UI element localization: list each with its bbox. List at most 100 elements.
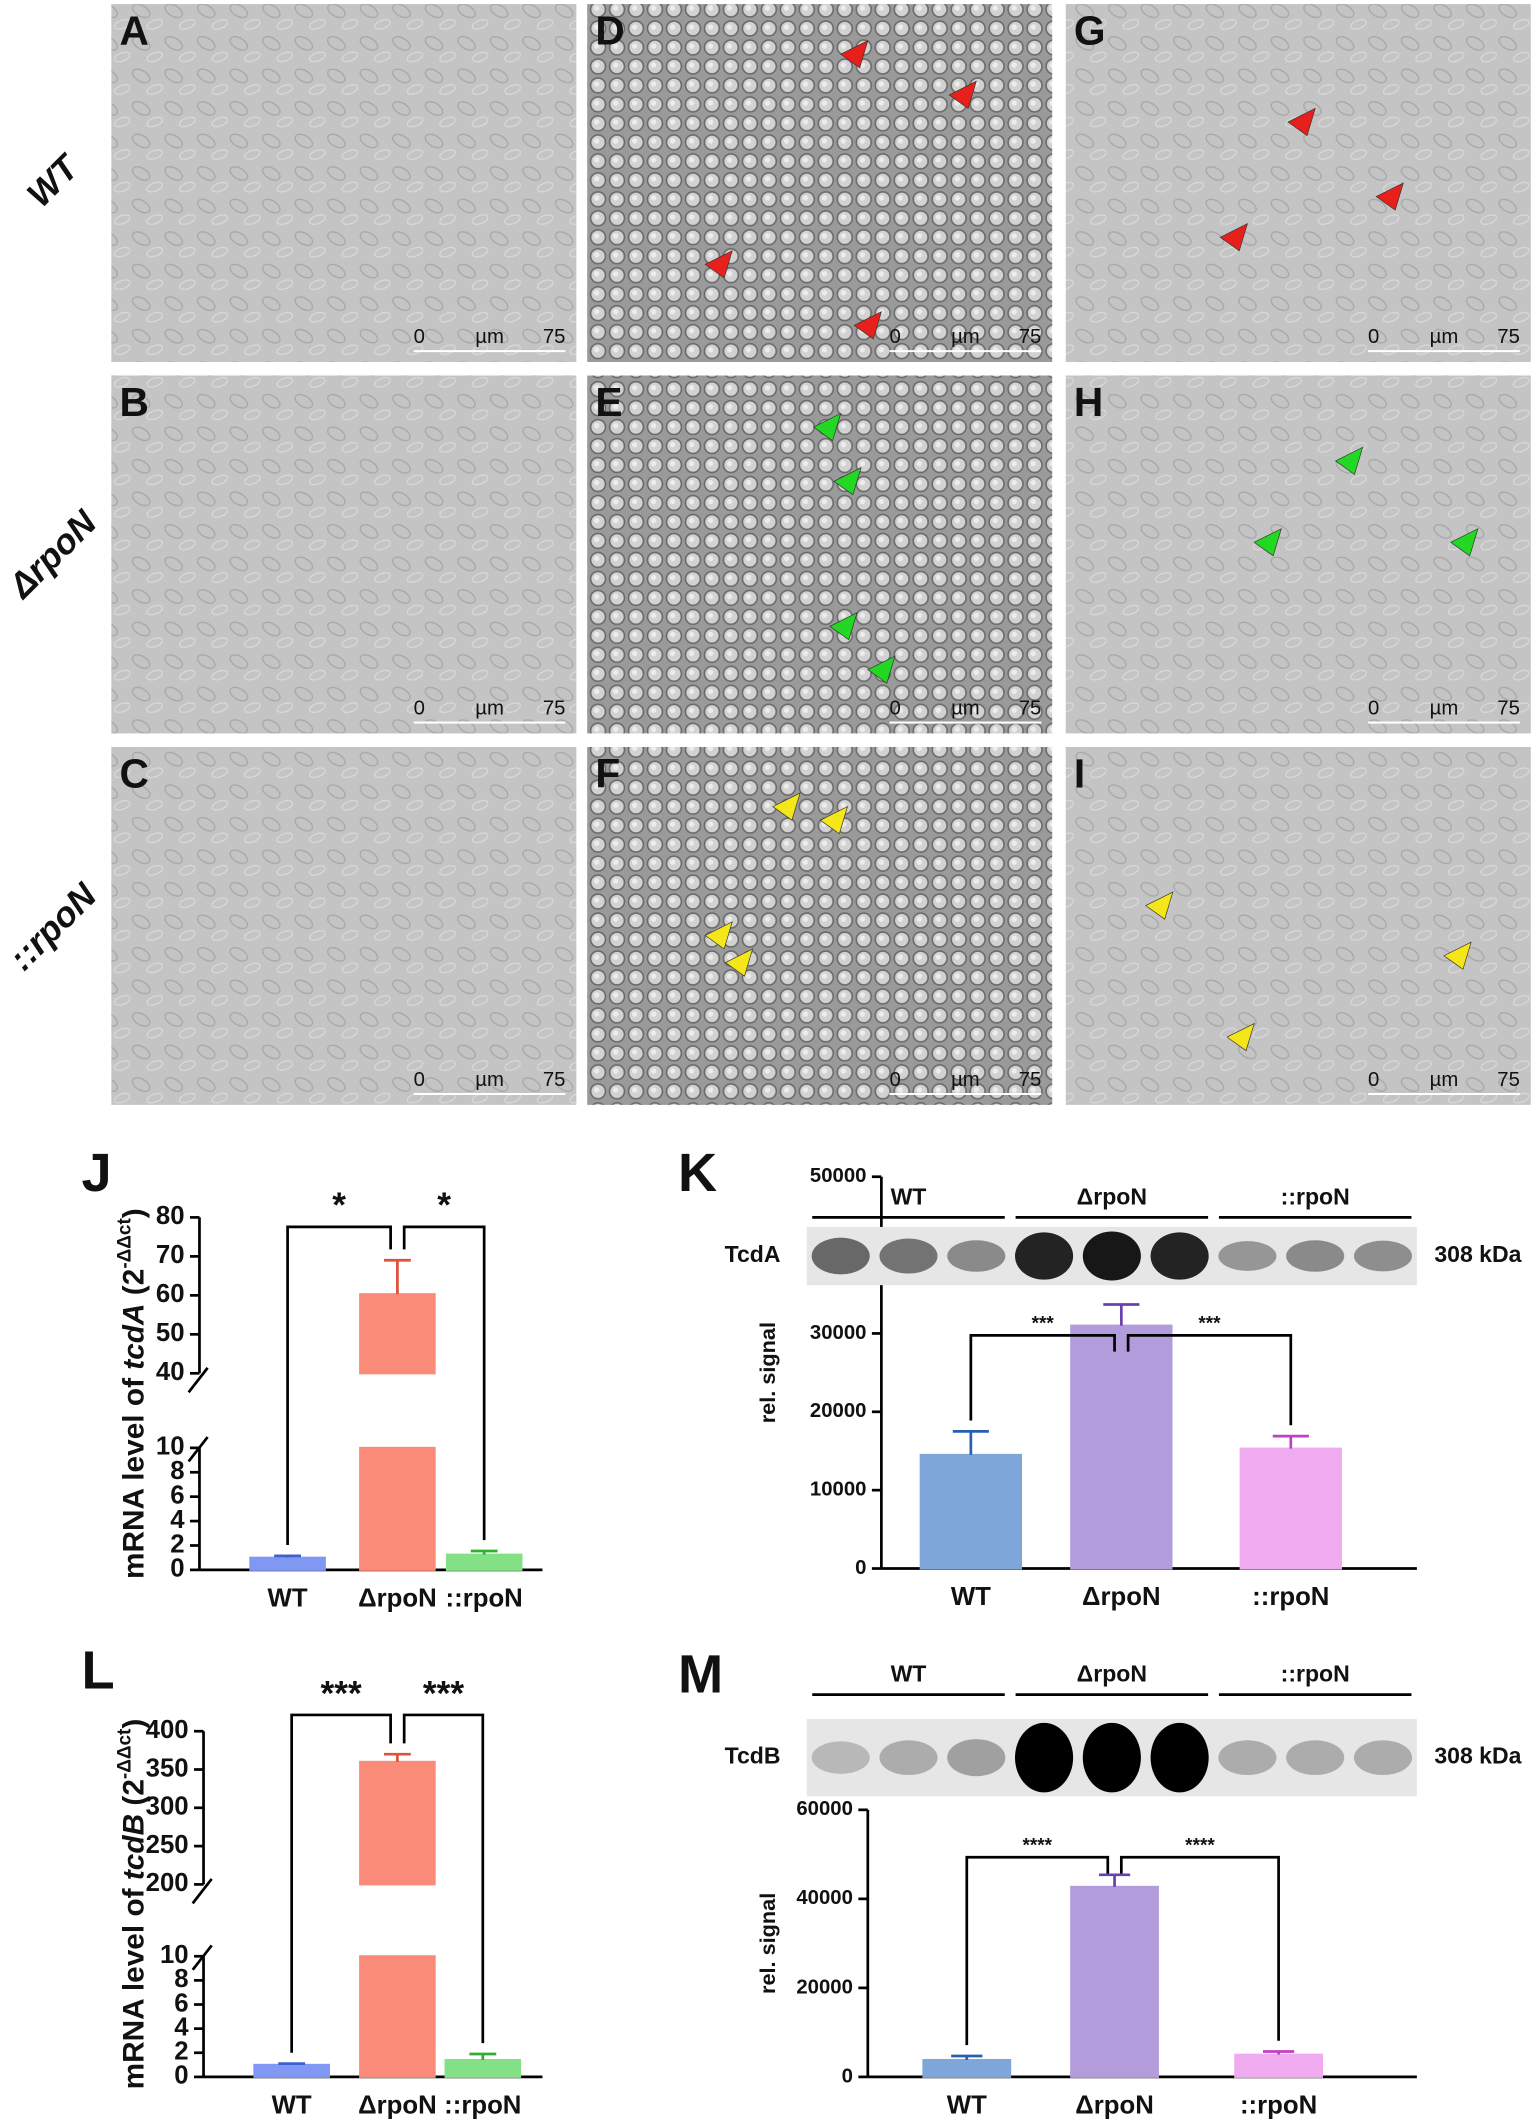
error-bar <box>274 1554 302 1558</box>
arrowhead <box>829 612 858 641</box>
significance-bracket <box>1126 1333 1293 1426</box>
bar <box>445 1553 523 1571</box>
blot-band <box>1082 1722 1141 1793</box>
arrowhead <box>724 948 754 977</box>
bar <box>253 2063 330 2078</box>
y-axis-label-part: -ΔΔct <box>114 1218 135 1269</box>
blot-band <box>1082 1231 1141 1281</box>
y-axis-label-part: ) <box>118 1719 151 1729</box>
panel-letter: D <box>595 8 624 54</box>
arrowhead <box>840 40 869 69</box>
row-label: WT <box>20 147 88 215</box>
error-bar <box>469 2052 497 2061</box>
blot-band <box>811 1237 870 1275</box>
arrowhead <box>1334 446 1364 476</box>
scale-bar-label: 75 <box>543 326 566 348</box>
x-tick-label: ΔrpoN <box>358 1585 437 1613</box>
x-tick-label: WT <box>951 1583 991 1611</box>
scale-bar-label: 75 <box>543 697 566 719</box>
blot-band <box>879 1740 938 1776</box>
scale-bar-label: 75 <box>1497 697 1520 719</box>
y-tick-label: 0 <box>174 2062 188 2090</box>
bar <box>249 1556 326 1571</box>
scale-bar-label: µm <box>1430 697 1459 719</box>
blot-band <box>1150 1232 1209 1280</box>
x-tick-label: ::rpoN <box>1240 2092 1317 2120</box>
scale-bar-label: 75 <box>1497 1069 1520 1091</box>
blot-protein: TcdA <box>725 1241 781 1267</box>
y-tick-label: 20000 <box>810 1400 867 1422</box>
scale-bar-label: 0 <box>1368 697 1379 719</box>
scale-bar-label: 0 <box>1368 326 1379 348</box>
scale-bar-label: µm <box>951 326 980 348</box>
error-bar <box>1262 2050 1295 2055</box>
y-axis-label-part: -ΔΔct <box>114 1728 135 1779</box>
significance-label: * <box>437 1186 451 1225</box>
x-tick-label: ::rpoN <box>444 2092 521 2120</box>
y-tick-label: 20000 <box>796 1976 853 1998</box>
significance-bracket <box>290 1713 392 2053</box>
row-label: ::rpoN <box>2 875 105 978</box>
error-bar <box>1103 1303 1140 1326</box>
y-tick-label: 250 <box>146 1831 189 1859</box>
significance-label: *** <box>423 1674 464 1713</box>
error-bar <box>1272 1434 1309 1449</box>
blot-size: 308 kDa <box>1434 1241 1521 1267</box>
y-axis-label: mRNA level of tcdB (2-ΔΔct) <box>114 1719 150 2090</box>
y-tick-label: 8 <box>170 1457 184 1485</box>
panel-letter: C <box>119 751 148 797</box>
y-tick-label: 200 <box>146 1869 189 1897</box>
significance-label: **** <box>1185 1835 1215 1856</box>
blot-group-label: ΔrpoN <box>1077 1661 1147 1687</box>
scale-bar-label: 75 <box>1497 326 1520 348</box>
y-tick-label: 6 <box>174 1989 188 2017</box>
error-bar <box>383 1258 411 1295</box>
blot-group-label: ::rpoN <box>1281 1184 1350 1210</box>
bar <box>922 2058 1012 2078</box>
significance-bracket <box>1119 1855 1280 2041</box>
bar <box>359 1760 436 1886</box>
y-tick-label: 10 <box>160 1941 189 1969</box>
panel-letter: I <box>1074 751 1085 797</box>
arrowhead <box>948 80 977 110</box>
bar <box>444 2058 522 2078</box>
x-tick-label: ΔrpoN <box>1075 2092 1154 2120</box>
y-tick-label: 350 <box>146 1754 189 1782</box>
significance-label: *** <box>321 1674 362 1713</box>
y-tick-label: 4 <box>170 1506 185 1534</box>
y-tick-label: 0 <box>842 2065 853 2087</box>
bar <box>1070 1885 1159 2078</box>
y-tick-label: 4 <box>174 2013 189 2041</box>
micrograph <box>1065 746 1531 1105</box>
micrograph <box>1065 375 1531 734</box>
arrowhead <box>1145 891 1174 920</box>
y-tick-label: 40000 <box>796 1887 853 1909</box>
panel-letter: H <box>1074 379 1103 425</box>
x-tick-label: ΔrpoN <box>358 2092 437 2120</box>
arrowhead <box>1226 1022 1255 1052</box>
micrograph <box>587 4 1053 362</box>
scale-bar-label: 0 <box>890 697 901 719</box>
panel-letter: M <box>678 1645 723 1705</box>
x-tick-label: ::rpoN <box>446 1585 523 1613</box>
blot-group-label: WT <box>891 1184 927 1210</box>
significance-bracket <box>965 1855 1110 2046</box>
y-axis-label: rel. signal <box>755 1322 780 1423</box>
significance-bracket <box>969 1333 1116 1421</box>
micrograph <box>587 375 1053 734</box>
panel-letter: G <box>1074 8 1106 54</box>
y-tick-label: 0 <box>855 1557 866 1579</box>
panel-letter: K <box>678 1143 717 1203</box>
blot-band <box>879 1238 938 1274</box>
x-tick-label: WT <box>268 1585 308 1613</box>
bar <box>359 1293 436 1375</box>
scale-bar-label: 75 <box>1019 1069 1042 1091</box>
error-bar <box>470 1549 498 1555</box>
arrowhead <box>1219 223 1248 252</box>
arrowhead <box>704 250 733 279</box>
y-tick-label: 8 <box>174 1965 188 1993</box>
arrowhead <box>1253 528 1282 557</box>
blot-band <box>811 1741 870 1774</box>
axis-break <box>191 1878 213 1905</box>
panel-letter: J <box>82 1143 112 1203</box>
